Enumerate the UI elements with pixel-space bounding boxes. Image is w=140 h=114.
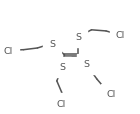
Text: Cl: Cl <box>4 46 13 55</box>
Text: Cl: Cl <box>107 90 116 99</box>
Text: S: S <box>83 60 89 69</box>
Text: Cl: Cl <box>56 99 66 108</box>
Text: S: S <box>59 63 65 72</box>
Text: S: S <box>49 40 55 49</box>
Text: S: S <box>75 33 81 42</box>
Text: Cl: Cl <box>115 31 124 40</box>
